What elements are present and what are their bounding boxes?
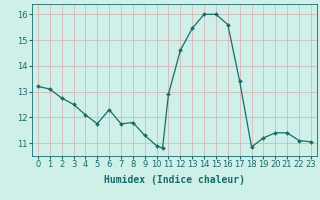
- X-axis label: Humidex (Indice chaleur): Humidex (Indice chaleur): [104, 175, 245, 185]
